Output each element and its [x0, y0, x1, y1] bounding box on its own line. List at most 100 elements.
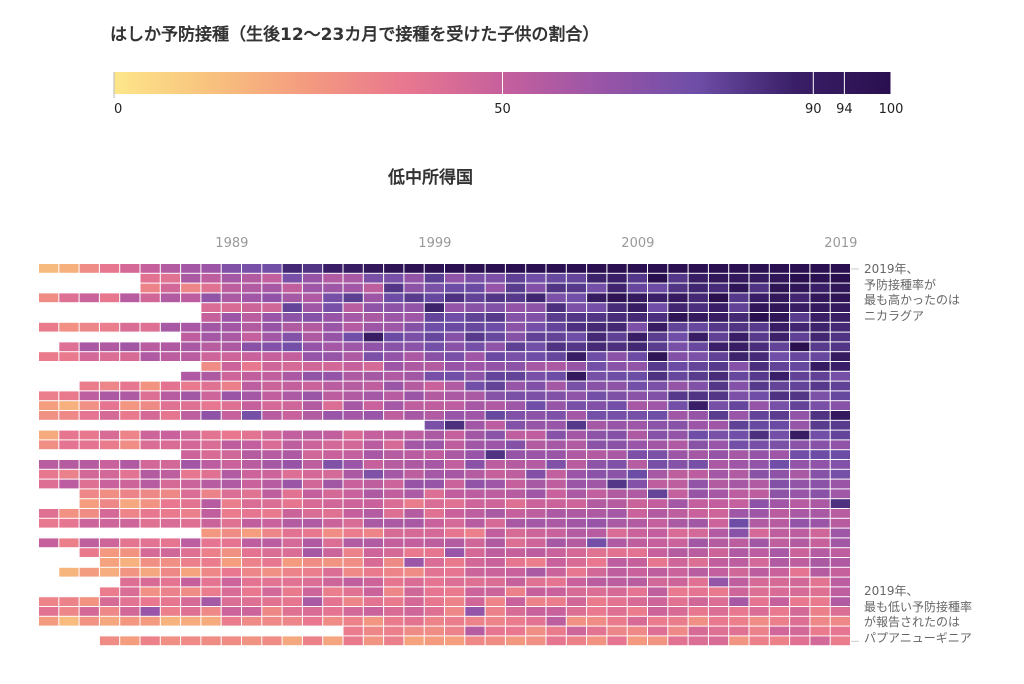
heatmap-cell [688, 283, 708, 293]
heatmap-cell [729, 283, 749, 293]
heatmap-cell [282, 499, 302, 508]
heatmap-cell [790, 607, 810, 616]
heatmap-cell [648, 597, 668, 606]
heatmap-cell [749, 528, 769, 538]
heatmap-cell [546, 538, 566, 548]
heatmap-cell [546, 558, 566, 567]
heatmap-cell [749, 362, 769, 371]
heatmap-cell [181, 264, 201, 273]
heatmap-cell [323, 352, 343, 361]
heatmap-cell [445, 401, 465, 410]
heatmap-cell [485, 303, 505, 312]
heatmap-cell [221, 509, 241, 518]
heatmap-cell [688, 597, 708, 606]
heatmap-cell [485, 322, 505, 332]
heatmap-cell [424, 607, 444, 616]
heatmap-cell [140, 283, 160, 293]
heatmap-cell [729, 479, 749, 489]
heatmap-cell [404, 548, 424, 557]
heatmap-cell [587, 381, 607, 391]
heatmap-cell [384, 391, 404, 401]
heatmap-cell [59, 430, 79, 440]
heatmap-cell [262, 509, 282, 518]
heatmap-cell [39, 391, 59, 401]
heatmap-cell [424, 636, 444, 646]
heatmap-cell [505, 264, 526, 273]
heatmap-cell [505, 616, 526, 626]
heatmap-cell [505, 420, 526, 430]
heatmap-cell [830, 440, 850, 450]
heatmap-cell [688, 371, 708, 381]
heatmap-cell [343, 509, 363, 518]
heatmap-cell [668, 587, 688, 597]
heatmap-cell [140, 587, 160, 597]
heatmap-cell [627, 411, 647, 420]
heatmap-cell [160, 577, 181, 587]
heatmap-cell [262, 352, 282, 361]
heatmap-cell [769, 391, 790, 401]
heatmap-cell [485, 518, 505, 528]
heatmap-cell [221, 607, 241, 616]
heatmap-cell [363, 499, 384, 508]
heatmap-cell [140, 548, 160, 557]
heatmap-cell [688, 587, 708, 597]
heatmap-cell [384, 636, 404, 646]
heatmap-cell [181, 518, 201, 528]
heatmap-cell [424, 332, 444, 342]
heatmap-cell [302, 577, 323, 587]
heatmap-cell [668, 293, 688, 303]
heatmap-cell [729, 362, 749, 371]
heatmap-cell [363, 411, 384, 420]
heatmap-cell [140, 489, 160, 499]
heatmap-cell [404, 479, 424, 489]
heatmap-cell [546, 362, 566, 371]
heatmap-cell [729, 322, 749, 332]
heatmap-cell [546, 313, 566, 322]
heatmap-cell [363, 391, 384, 401]
heatmap-cell [627, 342, 647, 352]
heatmap-cell [424, 391, 444, 401]
heatmap-cell [627, 577, 647, 587]
heatmap-cell [404, 283, 424, 293]
heatmap-cell [424, 440, 444, 450]
heatmap-cell [485, 371, 505, 381]
heatmap-cell [282, 518, 302, 528]
heatmap-cell [505, 450, 526, 459]
heatmap-cell [566, 411, 587, 420]
heatmap-cell [505, 322, 526, 332]
heatmap-cell [59, 597, 79, 606]
heatmap-cell [708, 577, 729, 587]
heatmap-cell [221, 371, 241, 381]
heatmap-cell [242, 450, 262, 459]
heatmap-cell [729, 499, 749, 508]
heatmap-cell [566, 381, 587, 391]
heatmap-cell [546, 273, 566, 283]
heatmap-cell [39, 469, 59, 479]
heatmap-cell [627, 616, 647, 626]
heatmap-cell [465, 411, 485, 420]
heatmap-cell [749, 469, 769, 479]
heatmap-cell [201, 450, 221, 459]
heatmap-cell [668, 548, 688, 557]
heatmap-cell [485, 538, 505, 548]
heatmap-cell [668, 381, 688, 391]
heatmap-cell [830, 430, 850, 440]
heatmap-cell [465, 342, 485, 352]
heatmap-cell [526, 548, 546, 557]
heatmap-cell [120, 352, 140, 361]
heatmap-cell [160, 587, 181, 597]
heatmap-cell [404, 303, 424, 312]
heatmap-cell [384, 362, 404, 371]
heatmap-cell [485, 616, 505, 626]
heatmap-cell [120, 489, 140, 499]
heatmap-cell [160, 460, 181, 469]
heatmap-cell [830, 293, 850, 303]
heatmap-cell [201, 362, 221, 371]
heatmap-cell [749, 430, 769, 440]
heatmap-cell [262, 460, 282, 469]
heatmap-cell [262, 322, 282, 332]
heatmap-cell [424, 313, 444, 322]
heatmap-cell [830, 528, 850, 538]
heatmap-cell [465, 509, 485, 518]
heatmap-cell [526, 371, 546, 381]
